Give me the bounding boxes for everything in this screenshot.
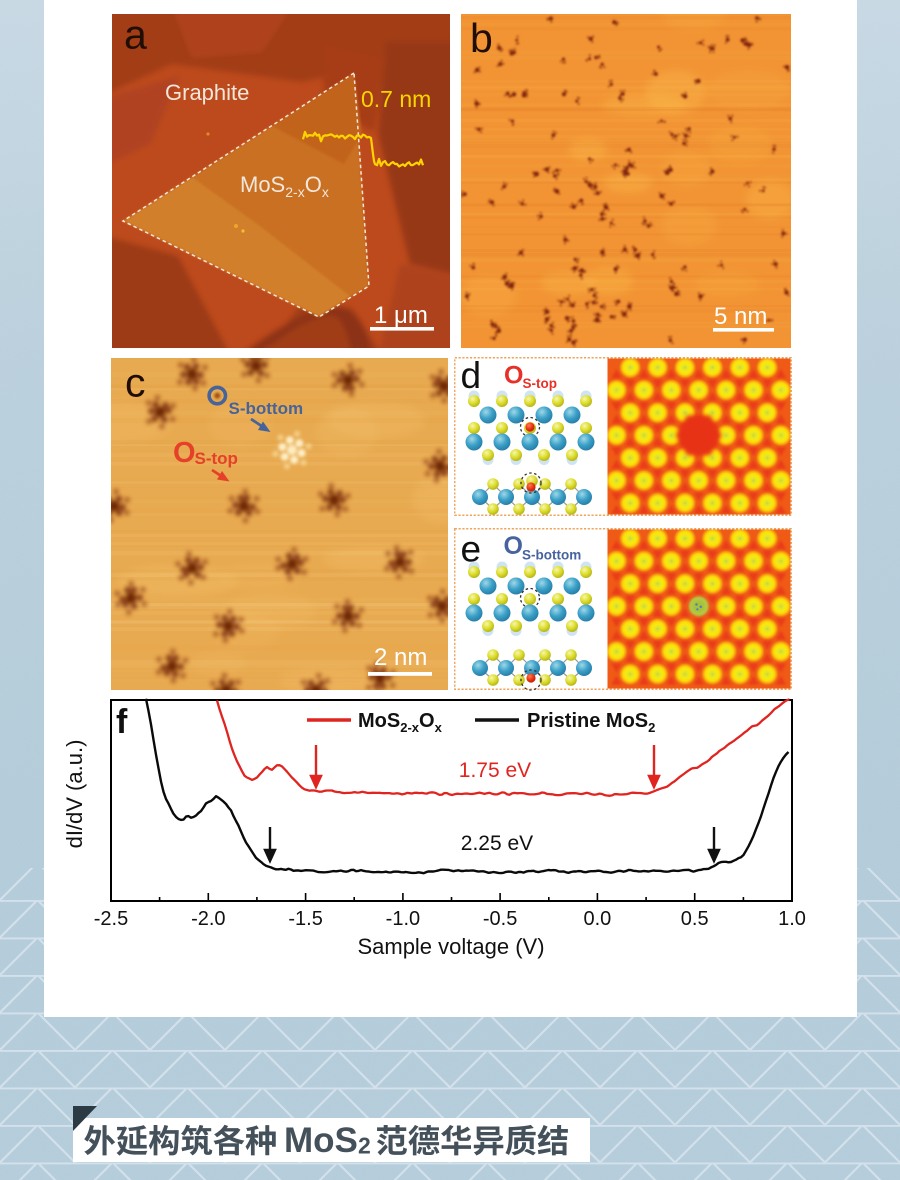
svg-text:Sample voltage (V): Sample voltage (V): [357, 934, 544, 959]
svg-text:Pristine MoS2: Pristine MoS2: [527, 710, 655, 735]
svg-text:2: 2: [358, 1133, 371, 1159]
svg-text:2 nm: 2 nm: [374, 644, 427, 671]
svg-text:-2.5: -2.5: [94, 908, 128, 930]
svg-text:c: c: [125, 360, 146, 406]
svg-text:S-top: S-top: [523, 376, 558, 391]
svg-text:MoS2-xOx: MoS2-xOx: [240, 172, 329, 200]
svg-text:0.5: 0.5: [681, 908, 709, 930]
svg-text:e: e: [461, 529, 482, 570]
svg-text:5 nm: 5 nm: [714, 303, 767, 330]
svg-text:-2.0: -2.0: [191, 908, 225, 930]
svg-text:1.0: 1.0: [778, 908, 806, 930]
svg-text:-1.0: -1.0: [386, 908, 420, 930]
svg-text:0.7 nm: 0.7 nm: [361, 86, 431, 112]
svg-text:O: O: [173, 437, 196, 469]
svg-text:d: d: [461, 355, 482, 396]
svg-text:dI/dV (a.u.): dI/dV (a.u.): [62, 740, 87, 849]
svg-text:1 μm: 1 μm: [374, 302, 428, 329]
svg-text:S-top: S-top: [195, 449, 238, 468]
svg-text:MoS: MoS: [284, 1121, 358, 1160]
svg-text:O: O: [504, 532, 523, 560]
svg-text:a: a: [124, 12, 147, 58]
svg-text:O: O: [504, 362, 523, 390]
svg-text:1.75 eV: 1.75 eV: [459, 759, 531, 782]
svg-text:b: b: [470, 15, 493, 61]
svg-text:S-bottom: S-bottom: [229, 399, 304, 418]
svg-text:2.25 eV: 2.25 eV: [461, 832, 533, 855]
svg-text:MoS2-xOx: MoS2-xOx: [358, 710, 443, 735]
svg-text:f: f: [116, 703, 128, 741]
svg-text:Graphite: Graphite: [165, 80, 249, 105]
svg-text:S-bottom: S-bottom: [522, 548, 581, 563]
svg-text:0.0: 0.0: [583, 908, 611, 930]
svg-text:-1.5: -1.5: [288, 908, 322, 930]
svg-text:-0.5: -0.5: [483, 908, 517, 930]
